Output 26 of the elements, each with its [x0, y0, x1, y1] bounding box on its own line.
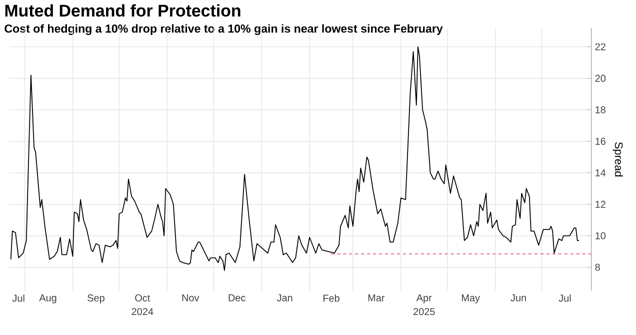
y-tick-label: 14 [596, 169, 606, 176]
x-tick-label: Jul [558, 294, 571, 302]
y-tick-label: 12 [596, 200, 606, 208]
y-tick-label: 22 [595, 43, 606, 50]
text: 2024 [132, 308, 154, 316]
x-tick-label: Mar [368, 294, 385, 302]
y-axis-title: Spread [612, 142, 623, 176]
x-tick-label: Apr [416, 294, 432, 304]
y-tick-label: 10 [596, 232, 606, 240]
x-tick-label: Dec [228, 294, 246, 302]
x-tick-label: May [462, 294, 480, 304]
y-tick-label: 8 [595, 264, 600, 271]
x-tick-label: Jul [12, 294, 24, 302]
y-tick-label: 16 [596, 138, 606, 145]
x-tick-label: Feb [323, 294, 340, 302]
y-tick-label: 20 [595, 74, 606, 82]
x-tick-label: Sep [88, 294, 104, 304]
x-tick-label: Jan [276, 294, 292, 302]
x-tick-label: Aug [39, 294, 56, 304]
x-tick-label: Jun [510, 294, 526, 302]
text: 2025 [414, 308, 435, 316]
x-tick-label: Nov [182, 294, 200, 302]
chart-title: Muted Demand for Protection [5, 4, 240, 17]
x-tick-label: Oct [135, 294, 150, 302]
y-tick-label: 18 [596, 106, 606, 114]
chart-subtitle: Cost of hedging a 10% drop relative to a 10% gain is near lowest since February [4, 24, 443, 36]
